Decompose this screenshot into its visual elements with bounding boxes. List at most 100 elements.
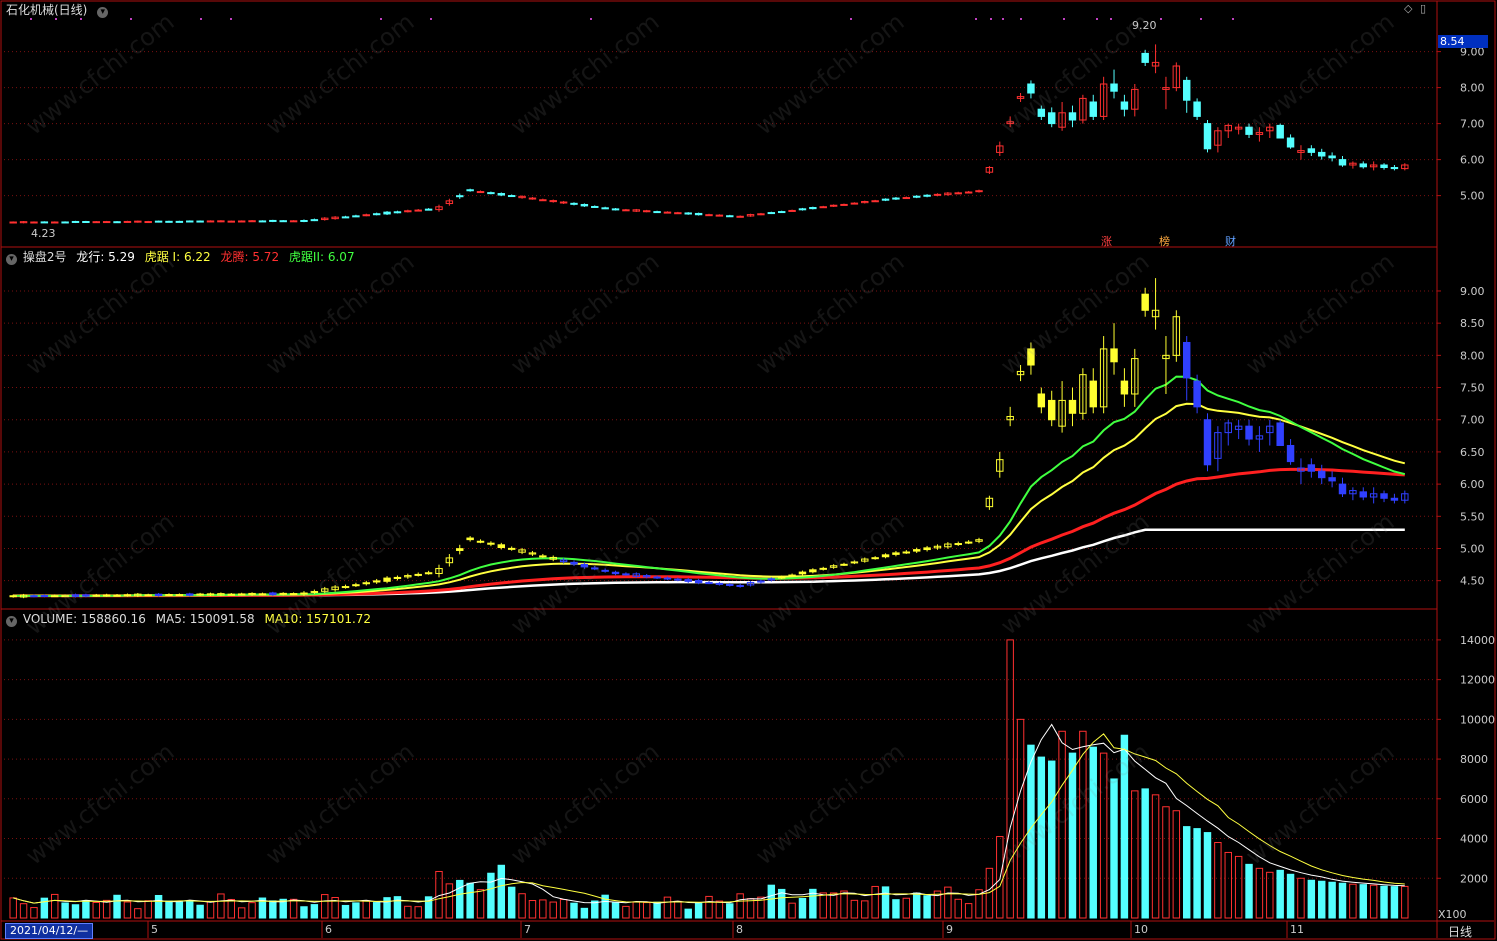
indicator-candle — [539, 555, 547, 558]
indicator-candle — [487, 542, 495, 545]
volume-bar — [829, 892, 838, 919]
marker-bang[interactable]: 榜 — [1159, 235, 1170, 248]
volume-header: ▾ VOLUME: 158860.16 MA5: 150091.58 MA10:… — [6, 612, 377, 627]
period-label[interactable]: 日线 — [1448, 925, 1473, 939]
indicator-candle — [1276, 422, 1284, 446]
candle-body — [1349, 162, 1357, 166]
marker-zhang[interactable]: 涨 — [1101, 235, 1112, 248]
indicator-candle — [1193, 380, 1201, 408]
candle-body — [466, 189, 474, 192]
marker-cai[interactable]: 财 — [1225, 235, 1236, 248]
line-value: 5.29 — [108, 250, 135, 264]
event-dot — [200, 18, 202, 20]
volume-bar — [1234, 855, 1243, 919]
candle-body — [1162, 87, 1170, 90]
candle-body — [1193, 101, 1201, 117]
indicator-candle — [30, 595, 38, 598]
candle-body — [321, 217, 329, 221]
indicator-candle — [1089, 380, 1097, 408]
ma10-value: MA10: 157101.72 — [264, 612, 372, 626]
indicator-candle — [9, 595, 17, 598]
indicator-candle — [518, 549, 526, 553]
volume-bar — [1162, 806, 1170, 919]
volume-bar — [372, 902, 381, 919]
y-tick-label: 6.00 — [1460, 154, 1485, 167]
indicator-candle — [975, 539, 983, 542]
indicator-candle — [705, 582, 713, 585]
volume-bar — [871, 885, 879, 919]
volume-bar — [258, 897, 267, 919]
volume-bar — [694, 902, 703, 919]
indicator-candle — [632, 573, 641, 577]
candle-body — [154, 220, 163, 223]
candle-body — [404, 210, 412, 213]
volume-bar — [715, 900, 724, 919]
volume-bar — [1006, 639, 1014, 919]
indicator-candle — [289, 593, 298, 596]
indicator-candle — [1245, 425, 1253, 440]
volume-bar — [134, 908, 142, 919]
candle-body — [289, 220, 298, 223]
y-tick-label: 4000 — [1460, 833, 1488, 846]
indicator-candle — [1338, 483, 1347, 495]
indicator-candle — [559, 559, 568, 563]
y-tick-label: 5.00 — [1460, 190, 1485, 203]
indicator-candle — [269, 592, 277, 596]
indicator-candle — [507, 547, 516, 550]
candle-body — [1266, 126, 1274, 132]
candle-body — [684, 212, 692, 215]
volume-bar — [206, 901, 215, 919]
y-tick-label: 12000 — [1460, 674, 1495, 687]
candle-body — [1338, 159, 1347, 166]
candle-body — [788, 209, 796, 212]
volume-bar — [549, 901, 557, 919]
volume-bar — [476, 889, 485, 919]
candle-body — [902, 197, 911, 200]
volume-bar — [30, 907, 38, 919]
diamond-icon[interactable]: ◇ — [1404, 2, 1413, 15]
indicator-candle — [964, 541, 973, 544]
indicator-candle — [601, 569, 609, 572]
indicator-candle — [300, 592, 308, 595]
indicator-candle — [40, 595, 49, 598]
candle-body — [539, 199, 547, 202]
chevron-down-icon[interactable]: ▾ — [6, 254, 17, 265]
y-tick-label: 8000 — [1460, 753, 1488, 766]
date-range-box[interactable]: 2021/04/12/— — [5, 923, 94, 939]
indicator-candle — [1369, 493, 1378, 498]
volume-bar — [964, 903, 973, 919]
indicator-candle — [1120, 380, 1129, 395]
volume-bar — [923, 895, 931, 919]
window-restore-icon[interactable]: ▯ — [1420, 2, 1427, 15]
volume-bar — [892, 899, 900, 919]
candle-body — [954, 192, 962, 195]
candle-body — [933, 193, 942, 196]
candle-body — [1359, 163, 1367, 168]
candle-body — [19, 221, 28, 224]
candle-body — [705, 214, 713, 217]
candle-body — [341, 216, 350, 219]
volume-bar — [912, 892, 921, 919]
chevron-down-icon[interactable]: ▾ — [6, 616, 17, 627]
volume-bar — [1224, 851, 1232, 919]
candle-body — [71, 220, 80, 223]
candle-body — [279, 220, 287, 223]
indicator-candle — [248, 592, 256, 596]
volume-bar — [1214, 842, 1222, 919]
line-label: 虎踞II — [288, 250, 320, 264]
ma5-label: MA5 — [155, 612, 182, 626]
volume-bar — [237, 907, 246, 919]
volume-bar — [1390, 886, 1399, 919]
volume-bar — [954, 898, 962, 919]
candle-body — [985, 167, 994, 173]
candle-body — [1297, 150, 1305, 153]
candle-body — [331, 216, 339, 220]
candle-body — [82, 221, 90, 224]
volume-bar — [642, 902, 651, 919]
candle-body — [1224, 124, 1232, 132]
indicator-candle — [715, 582, 724, 585]
chevron-down-icon[interactable]: ▾ — [97, 7, 109, 18]
indicator-header: ▾ 操盘2号 龙行: 5.29 虎踞 I: 6.22 龙腾: 5.72 虎踞II… — [6, 250, 361, 265]
volume-bar — [61, 902, 69, 919]
